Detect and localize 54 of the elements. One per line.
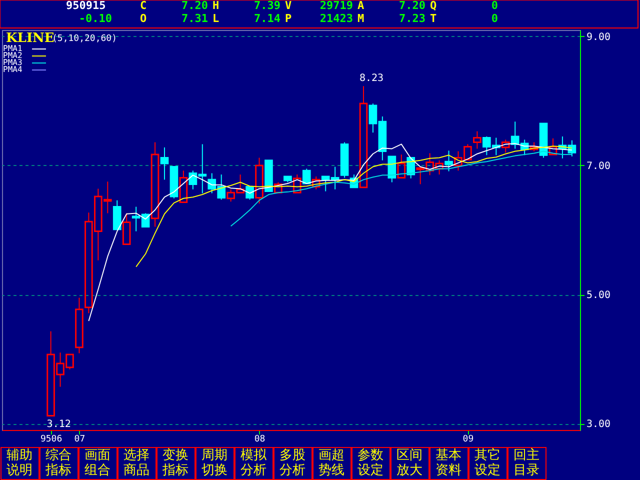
text: (5,10,20,60) (52, 34, 118, 44)
text: O (140, 12, 147, 25)
x-tick-label: 9506 (40, 434, 62, 444)
candlestick (160, 146, 169, 180)
text: T (430, 12, 437, 25)
y-tick-label: 7.00 (586, 160, 611, 172)
text: 21423 (320, 12, 353, 25)
annotation: 8.23 (359, 73, 384, 84)
text: L (212, 12, 220, 25)
candlestick (150, 142, 160, 228)
text: 模拟分析 (240, 448, 268, 478)
text: 基本资料 (436, 448, 462, 478)
text: 区间放大 (396, 448, 422, 478)
text: A (358, 0, 364, 12)
text: 7.31 (182, 12, 208, 25)
chart-title: KLINE (6, 31, 54, 46)
text: 7.20 (182, 0, 208, 12)
text: 7.39 (254, 0, 280, 12)
y-tick-label: 5.00 (586, 290, 611, 302)
legend-label: PMA4 (3, 65, 22, 74)
text: 0 (491, 12, 498, 25)
text: 参数设定 (358, 448, 384, 478)
text: 7.14 (254, 12, 281, 25)
text: 7.20 (399, 0, 426, 12)
y-tick-label: 9.00 (586, 32, 611, 43)
text: 周期切换 (202, 448, 228, 478)
x-tick-label: 09 (462, 434, 474, 444)
text: Q (430, 0, 437, 12)
text: 综合指标 (44, 448, 72, 478)
text: 回主目录 (514, 447, 540, 478)
text: 辅助说明 (6, 448, 32, 478)
y-tick-label: 3.00 (586, 419, 611, 430)
text: P (285, 12, 292, 25)
annotation: 3.12 (46, 418, 71, 430)
legend-label: PMA3 (3, 58, 22, 67)
text: 画面组合 (84, 448, 110, 478)
text: M (358, 12, 364, 25)
text: -0.10 (78, 12, 112, 25)
text: V (285, 0, 292, 12)
text: H (212, 0, 220, 12)
x-tick-label: 07 (74, 434, 86, 444)
text: 7.23 (399, 12, 426, 25)
text: 其它设定 (474, 447, 500, 478)
legend-label: PMA2 (3, 51, 22, 60)
text: 29719 (320, 0, 353, 12)
legend-label: PMA1 (3, 44, 22, 53)
text: 950915 (66, 0, 106, 12)
text: 多股分析 (280, 448, 306, 478)
x-tick-label: 08 (254, 434, 266, 444)
text: 0 (491, 0, 498, 12)
text: C (140, 0, 147, 12)
text: 选择商品 (124, 448, 150, 478)
text: 画超势线 (318, 448, 344, 478)
text: 变换指标 (162, 448, 188, 478)
